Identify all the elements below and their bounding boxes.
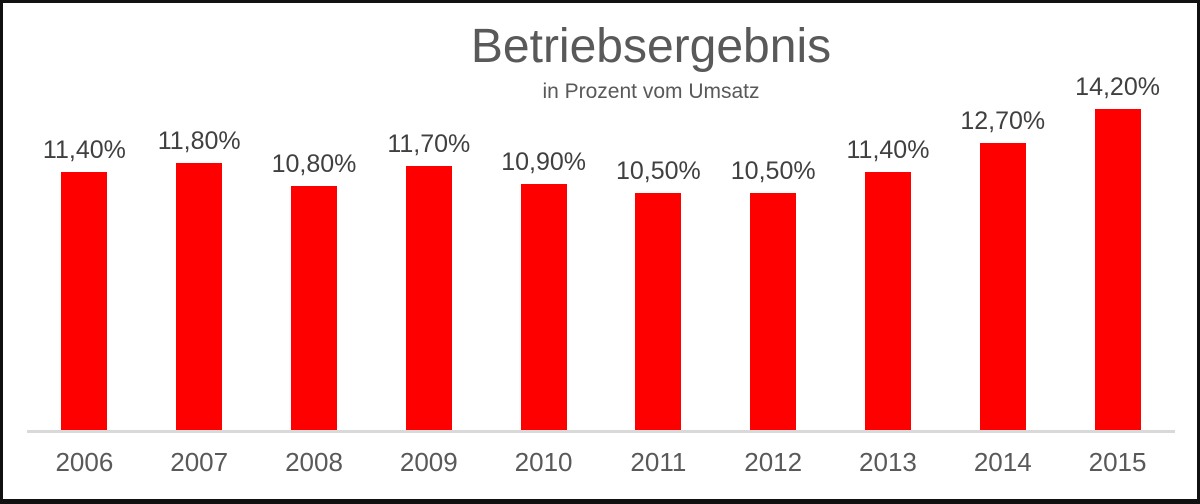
x-axis-tick-label: 2015 [1088,447,1147,477]
plot-area: 11,40% 11,80% 10,80% 11,70% 10,90% 10,50% 10,5… [27,3,1175,430]
bar-value-label: 11,40% [846,136,930,164]
bar-group-2015: 14,20% [1060,73,1175,430]
bar-group-2012: 10,50% [716,157,831,430]
x-axis-tick-label: 2007 [170,447,229,477]
x-axis-tick-label: 2008 [285,447,343,477]
bar-2015 [1094,109,1141,430]
x-axis-tick-label: 2012 [744,447,803,477]
bar-2014 [979,143,1026,430]
bar-value-label: 10,80% [271,150,357,178]
x-axis-tick-label: 2009 [399,447,458,477]
bar-group-2009: 11,70% [371,130,486,430]
x-axis-line [27,430,1175,433]
bar-2012 [750,193,797,430]
bar-value-label: 14,20% [1075,73,1160,101]
bar-value-label: 11,70% [387,130,471,158]
bar-2013 [864,172,911,430]
bar-value-label: 11,40% [42,136,126,164]
x-axis-tick-label: 2011 [630,447,687,477]
x-axis-tick-label: 2013 [859,447,917,477]
x-axis-tick-label: 2006 [55,447,114,477]
bar-value-label: 10,50% [615,157,701,185]
bar-group-2014: 12,70% [945,107,1060,430]
bar-2008 [290,186,337,430]
x-axis-tick-labels: 2006 2007 2008 2009 2010 2011 2012 2013 2014 2015 [27,447,1175,478]
bar-2009 [405,166,452,430]
bar-value-label: 10,90% [501,148,586,176]
x-axis-tick-label: 2014 [973,447,1032,477]
bar-value-label: 12,70% [960,107,1046,135]
bar-group-2008: 10,80% [257,150,372,430]
bar-group-2010: 10,90% [486,148,601,430]
bar-2007 [176,163,223,430]
bar-group-2006: 11,40% [27,136,142,430]
bar-2011 [635,193,682,430]
bar-2006 [61,172,108,430]
bar-value-label: 11,80% [157,127,241,155]
x-axis-tick-label: 2010 [514,447,573,477]
bar-group-2011: 10,50% [601,157,716,430]
bar-group-2013: 11,40% [831,136,946,430]
bar-2010 [520,184,567,430]
bar-value-label: 10,50% [730,157,816,185]
bar-group-2007: 11,80% [142,127,257,430]
